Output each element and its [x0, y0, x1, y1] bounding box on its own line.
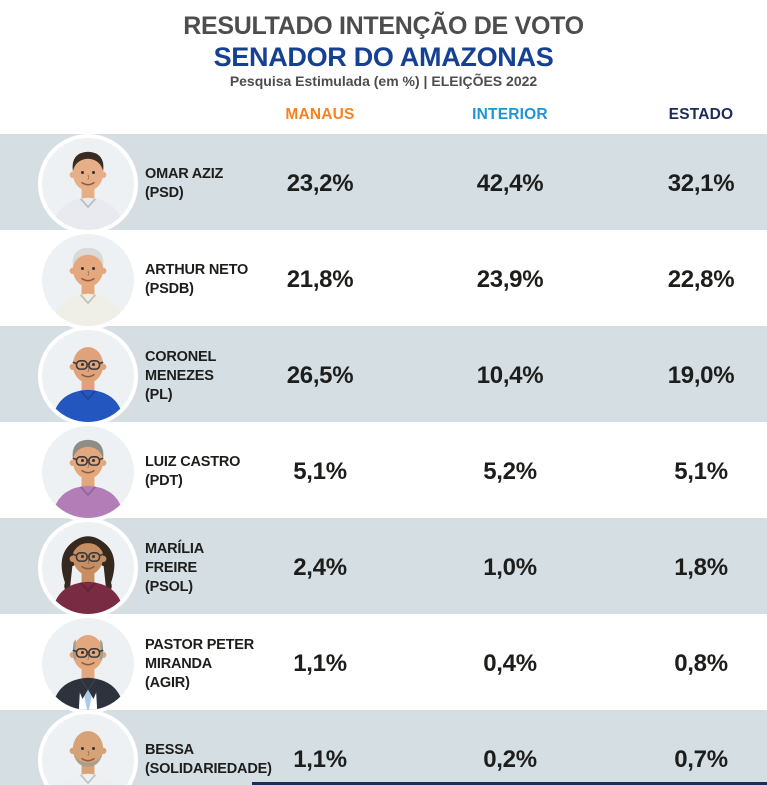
interior-value: 1,0%	[483, 554, 537, 581]
photo-cell	[0, 326, 145, 426]
candidate-name: LUIZ CASTRO	[145, 454, 241, 470]
manaus-value: 26,5%	[286, 362, 354, 389]
name-cell: CORONEL MENEZES (PL)	[145, 326, 257, 426]
estado-value: 0,8%	[674, 650, 728, 677]
photo-cell	[0, 134, 145, 234]
interior-value: 10,4%	[476, 362, 544, 389]
candidate-photo	[38, 710, 138, 785]
candidate-row: PASTOR PETER MIRANDA (AGIR) 1,1% 0,4% 0,…	[0, 614, 767, 714]
manaus-value: 5,1%	[293, 458, 347, 485]
candidate-name: ARTHUR NETO	[145, 262, 249, 278]
estado-value: 0,7%	[674, 746, 728, 773]
candidate-photo	[38, 422, 138, 522]
photo-cell	[0, 230, 145, 330]
name-cell: MARÍLIA FREIRE (PSOL)	[145, 518, 257, 618]
candidate-row: LUIZ CASTRO (PDT) 5,1% 5,2% 5,1%	[0, 422, 767, 522]
column-header-interior: INTERIOR	[472, 106, 548, 123]
candidate-party: (SOLIDARIEDADE)	[145, 761, 272, 777]
candidate-photo	[38, 518, 138, 618]
column-header-manaus: MANAUS	[285, 106, 355, 123]
manaus-value: 23,2%	[286, 170, 354, 197]
candidate-party: (PSDB)	[145, 281, 194, 297]
candidate-name: MARÍLIA FREIRE	[145, 540, 204, 576]
candidate-row: OMAR AZIZ (PSD) 23,2% 42,4% 32,1%	[0, 134, 767, 234]
candidate-photo	[38, 230, 138, 330]
estado-value: 19,0%	[667, 362, 735, 389]
candidate-photo	[38, 326, 138, 426]
interior-value: 23,9%	[476, 266, 544, 293]
estado-value: 1,8%	[674, 554, 728, 581]
photo-cell	[0, 422, 145, 522]
interior-value: 5,2%	[483, 458, 537, 485]
candidate-row: ARTHUR NETO (PSDB) 21,8% 23,9% 22,8%	[0, 230, 767, 330]
bottom-bar	[252, 782, 767, 785]
photo-cell	[0, 518, 145, 618]
column-headers: MANAUS INTERIOR ESTADO	[0, 90, 767, 134]
header: RESULTADO INTENÇÃO DE VOTO SENADOR DO AM…	[0, 0, 767, 90]
manaus-value: 1,1%	[293, 650, 347, 677]
candidate-name: BESSA	[145, 742, 194, 758]
name-cell: LUIZ CASTRO (PDT)	[145, 422, 257, 522]
candidate-photo	[38, 134, 138, 234]
candidate-party: (PSOL)	[145, 578, 193, 595]
photo-cell	[0, 710, 145, 785]
photo-cell	[0, 614, 145, 714]
column-header-estado: ESTADO	[668, 106, 734, 123]
candidate-name: OMAR AZIZ	[145, 166, 224, 182]
name-cell: BESSA (SOLIDARIEDADE)	[145, 710, 272, 785]
name-cell: ARTHUR NETO (PSDB)	[145, 230, 257, 330]
manaus-value: 1,1%	[293, 746, 347, 773]
candidate-name: CORONEL MENEZES	[145, 348, 216, 384]
estado-value: 5,1%	[674, 458, 728, 485]
candidate-row: CORONEL MENEZES (PL) 26,5% 10,4% 19,0%	[0, 326, 767, 426]
candidate-row: BESSA (SOLIDARIEDADE) 1,1% 0,2% 0,7%	[0, 710, 767, 785]
page-title: RESULTADO INTENÇÃO DE VOTO	[183, 12, 584, 40]
estado-value: 22,8%	[667, 266, 735, 293]
estado-value: 32,1%	[667, 170, 735, 197]
candidate-rows: OMAR AZIZ (PSD) 23,2% 42,4% 32,1% ARTHUR…	[0, 134, 767, 785]
name-cell: PASTOR PETER MIRANDA (AGIR)	[145, 614, 257, 714]
page-tagline: Pesquisa Estimulada (em %) | ELEIÇÕES 20…	[229, 73, 538, 89]
candidate-party: (PL)	[145, 386, 173, 403]
candidate-name: PASTOR PETER MIRANDA	[145, 636, 255, 672]
candidate-party: (PSD)	[145, 185, 184, 201]
candidate-photo	[38, 614, 138, 714]
candidate-row: MARÍLIA FREIRE (PSOL) 2,4% 1,0% 1,8%	[0, 518, 767, 618]
interior-value: 42,4%	[476, 170, 544, 197]
manaus-value: 21,8%	[286, 266, 354, 293]
interior-value: 0,2%	[483, 746, 537, 773]
candidate-party: (PDT)	[145, 473, 183, 489]
name-cell: OMAR AZIZ (PSD)	[145, 134, 257, 234]
candidate-party: (AGIR)	[145, 674, 190, 691]
manaus-value: 2,4%	[293, 554, 347, 581]
interior-value: 0,4%	[483, 650, 537, 677]
page-subtitle: SENADOR DO AMAZONAS	[213, 42, 554, 72]
